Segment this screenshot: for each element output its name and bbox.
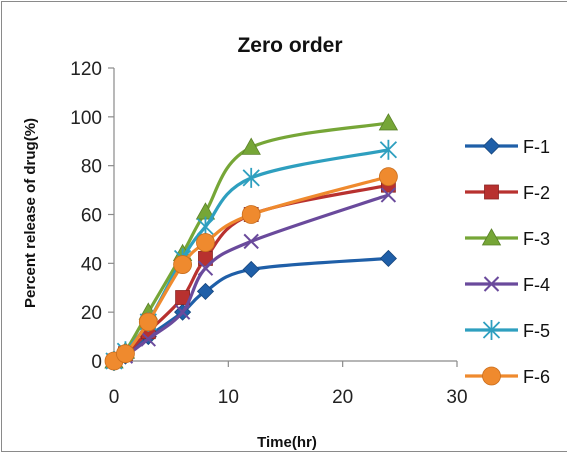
data-point bbox=[196, 282, 215, 300]
legend-marker bbox=[484, 184, 499, 200]
data-point bbox=[174, 304, 191, 320]
x-tick-label: 0 bbox=[109, 387, 120, 408]
data-point bbox=[242, 260, 260, 279]
data-point bbox=[242, 167, 260, 188]
legend: F-1 F-2 F-3 F-4 F-5 F-6 bbox=[465, 137, 550, 387]
legend-marker bbox=[481, 228, 502, 246]
x-tick-label: 20 bbox=[332, 387, 353, 408]
legend-marker bbox=[482, 366, 501, 386]
data-point bbox=[379, 139, 398, 160]
data-point bbox=[196, 233, 215, 252]
y-tick-label: 20 bbox=[81, 303, 102, 324]
legend-item: F-6 bbox=[465, 366, 550, 387]
data-point bbox=[116, 344, 135, 364]
data-point bbox=[241, 137, 261, 155]
y-tick-label: 0 bbox=[91, 352, 102, 373]
x-tick-label: 30 bbox=[446, 387, 467, 408]
chart-title: Zero order bbox=[237, 34, 342, 57]
y-tick-label: 80 bbox=[81, 157, 102, 178]
data-point bbox=[379, 249, 397, 268]
data-point bbox=[378, 167, 398, 187]
y-axis-title: Percent release of drug(%) bbox=[22, 118, 39, 308]
legend-label: F-4 bbox=[523, 275, 550, 295]
legend-marker bbox=[483, 276, 500, 292]
legend-label: F-2 bbox=[523, 183, 550, 203]
plot-area: 0 20 40 60 80 100 120 0 10 20 30 bbox=[70, 59, 467, 408]
legend-item: F-1 bbox=[465, 137, 550, 157]
legend-marker bbox=[482, 137, 501, 155]
legend-item: F-3 bbox=[465, 228, 550, 249]
legend-item: F-2 bbox=[465, 183, 550, 203]
legend-label: F-6 bbox=[523, 367, 550, 387]
legend-label: F-1 bbox=[523, 137, 550, 157]
legend-label: F-3 bbox=[523, 229, 550, 249]
legend-item: F-4 bbox=[465, 275, 550, 295]
data-point bbox=[380, 187, 397, 203]
y-tick-label: 120 bbox=[70, 59, 102, 80]
data-point bbox=[138, 312, 158, 332]
x-tick-label: 10 bbox=[218, 387, 239, 408]
legend-item: F-5 bbox=[465, 320, 550, 341]
legend-marker bbox=[482, 320, 501, 340]
data-point bbox=[378, 113, 399, 131]
data-point bbox=[243, 233, 259, 250]
data-point bbox=[173, 255, 193, 274]
data-point bbox=[140, 331, 157, 347]
legend-label: F-5 bbox=[523, 321, 550, 341]
series-f-6 bbox=[104, 167, 398, 371]
data-point bbox=[197, 260, 214, 276]
data-point bbox=[241, 205, 261, 224]
y-tick-label: 100 bbox=[70, 108, 102, 129]
y-tick-label: 60 bbox=[81, 206, 102, 227]
y-tick-label: 40 bbox=[81, 254, 102, 275]
x-axis-title: Time(hr) bbox=[257, 434, 317, 451]
